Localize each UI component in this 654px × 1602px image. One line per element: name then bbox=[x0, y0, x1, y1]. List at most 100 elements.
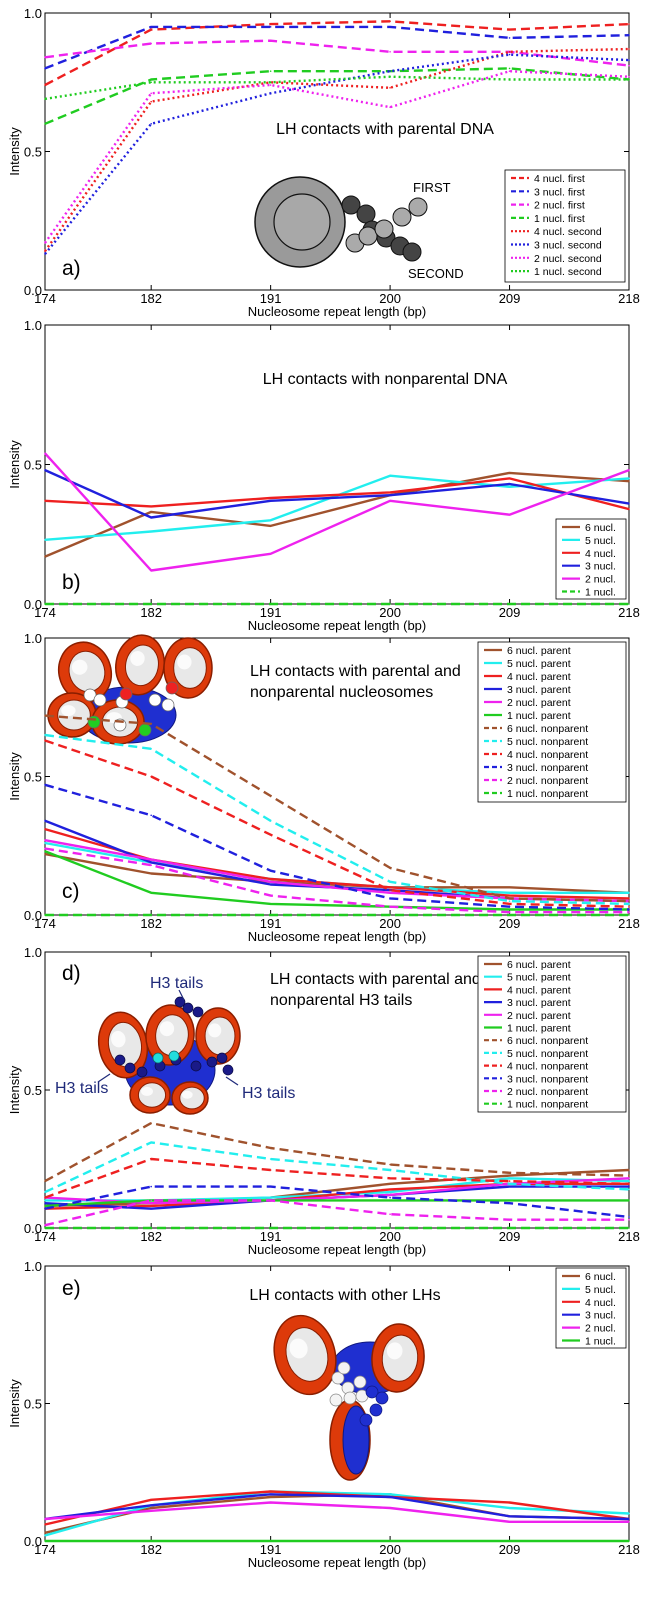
data-point bbox=[389, 1194, 391, 1196]
data-point bbox=[628, 1183, 630, 1185]
legend-entry: 4 nucl. nonparent bbox=[507, 749, 588, 761]
data-point bbox=[150, 81, 152, 84]
chart-panel-5: 174 182 191 200 209 218 0.0 0.5 1.0 Nucleosome re… bbox=[7, 1259, 640, 1570]
data-point bbox=[508, 477, 511, 480]
panel-label: d) bbox=[62, 962, 81, 985]
chart-title: LH contacts with parental DNA bbox=[276, 121, 494, 138]
x-axis-label: Nucleosome repeat length (bp) bbox=[248, 929, 427, 944]
linker-histone-atom-0 bbox=[331, 1371, 345, 1385]
legend-box bbox=[555, 1267, 627, 1349]
legend-entry: 3 nucl. first bbox=[534, 186, 585, 198]
linker-histone-atom-6 bbox=[337, 1361, 351, 1375]
y-tick-label: 0.0 bbox=[24, 1534, 42, 1549]
data-point bbox=[508, 1507, 511, 1509]
data-point bbox=[44, 850, 46, 853]
linker-histone-atom-5 bbox=[165, 681, 179, 695]
data-point bbox=[269, 1169, 272, 1171]
legend-box bbox=[477, 955, 627, 1113]
series-line-1-nucl-second bbox=[44, 75, 629, 101]
legend-entry: 1 nucl. parent bbox=[507, 1023, 571, 1035]
data-point bbox=[628, 603, 630, 605]
data-point bbox=[44, 842, 46, 844]
data-point bbox=[269, 26, 272, 28]
h3-tail-bead-2 bbox=[192, 1006, 204, 1018]
data-point bbox=[389, 892, 391, 894]
data-point bbox=[628, 900, 630, 902]
x-tick-label: 200 bbox=[379, 605, 401, 620]
nucleosome-e1 bbox=[273, 1314, 337, 1396]
data-point bbox=[508, 483, 511, 485]
legend-box bbox=[504, 169, 626, 283]
dna-bead-2 bbox=[369, 1403, 383, 1417]
data-point bbox=[269, 1227, 272, 1229]
y-tick-label: 0.0 bbox=[24, 597, 42, 612]
data-point bbox=[44, 820, 46, 822]
inset-label-h3-tails: H3 tails bbox=[55, 1080, 108, 1097]
h3-tail-bead-7 bbox=[190, 1060, 202, 1072]
data-point bbox=[389, 494, 391, 496]
data-point bbox=[508, 37, 511, 39]
data-point bbox=[269, 39, 272, 42]
x-tick-label: 174 bbox=[34, 1542, 56, 1557]
legend-entry: 6 nucl. parent bbox=[507, 959, 571, 971]
legend-entry: 6 nucl. nonparent bbox=[507, 723, 588, 735]
data-point bbox=[150, 530, 152, 533]
data-point bbox=[389, 1163, 391, 1166]
data-point bbox=[269, 70, 272, 72]
plot-area-frame bbox=[44, 324, 630, 605]
data-point bbox=[269, 878, 272, 880]
data-point bbox=[508, 1202, 511, 1204]
legend-entry: 5 nucl. nonparent bbox=[507, 1048, 588, 1060]
data-point bbox=[269, 869, 272, 872]
dna-bead-1 bbox=[375, 1391, 389, 1405]
chart-title-line: LH contacts with parental and bbox=[250, 663, 461, 680]
data-point bbox=[389, 1183, 391, 1185]
legend-entry: 3 nucl. parent bbox=[507, 997, 571, 1009]
data-point bbox=[628, 903, 630, 905]
data-point bbox=[508, 1180, 511, 1182]
data-point bbox=[628, 78, 630, 81]
data-point bbox=[508, 513, 511, 516]
legend-entry: 2 nucl. first bbox=[534, 200, 585, 212]
data-point bbox=[628, 1188, 630, 1191]
data-point bbox=[150, 1540, 152, 1542]
x-tick-label: 200 bbox=[379, 1229, 401, 1244]
y-tick-label: 0.5 bbox=[24, 145, 42, 160]
data-point bbox=[628, 897, 630, 900]
data-point bbox=[269, 894, 272, 897]
nucleosome-e2 bbox=[371, 1323, 425, 1393]
data-point bbox=[508, 892, 511, 894]
data-point bbox=[389, 106, 391, 108]
nucleosome-d4 bbox=[129, 1076, 171, 1114]
series-line-6-nucl- bbox=[44, 1493, 630, 1534]
inset-label-h3-tails: H3 tails bbox=[242, 1085, 295, 1102]
x-tick-label: 191 bbox=[260, 916, 282, 931]
nucleosome-core-inner bbox=[273, 193, 331, 251]
data-point bbox=[150, 1207, 152, 1210]
linker-histone-atom-7 bbox=[87, 715, 101, 729]
y-axis-label: Intensity bbox=[7, 1379, 22, 1428]
series-line-4-nucl-first bbox=[44, 20, 630, 87]
data-point bbox=[269, 795, 272, 797]
data-point bbox=[269, 903, 272, 905]
data-point bbox=[628, 1518, 630, 1520]
chart-title: LH contacts with other LHs bbox=[249, 1287, 440, 1304]
h3-tail-bead-8 bbox=[206, 1056, 218, 1068]
linker-histone-atom-0 bbox=[152, 1052, 164, 1064]
chart-title: LH contacts with nonparental DNA bbox=[263, 371, 508, 388]
x-axis-label: Nucleosome repeat length (bp) bbox=[248, 304, 427, 319]
data-point bbox=[44, 714, 46, 717]
series-line-6-nucl-nonparent bbox=[44, 1121, 630, 1183]
data-point bbox=[508, 1218, 511, 1221]
series-line-1-nucl-first bbox=[44, 67, 630, 125]
chart-title-line: LH contacts with parental and bbox=[270, 971, 481, 988]
legend-entry: 1 nucl. bbox=[585, 1336, 616, 1348]
data-point bbox=[508, 1174, 511, 1177]
linker-histone-atom-6 bbox=[119, 687, 133, 701]
legend-entry: 1 nucl. nonparent bbox=[507, 788, 588, 800]
x-tick-label: 182 bbox=[140, 291, 162, 306]
data-point bbox=[150, 861, 152, 864]
data-point bbox=[389, 867, 391, 869]
